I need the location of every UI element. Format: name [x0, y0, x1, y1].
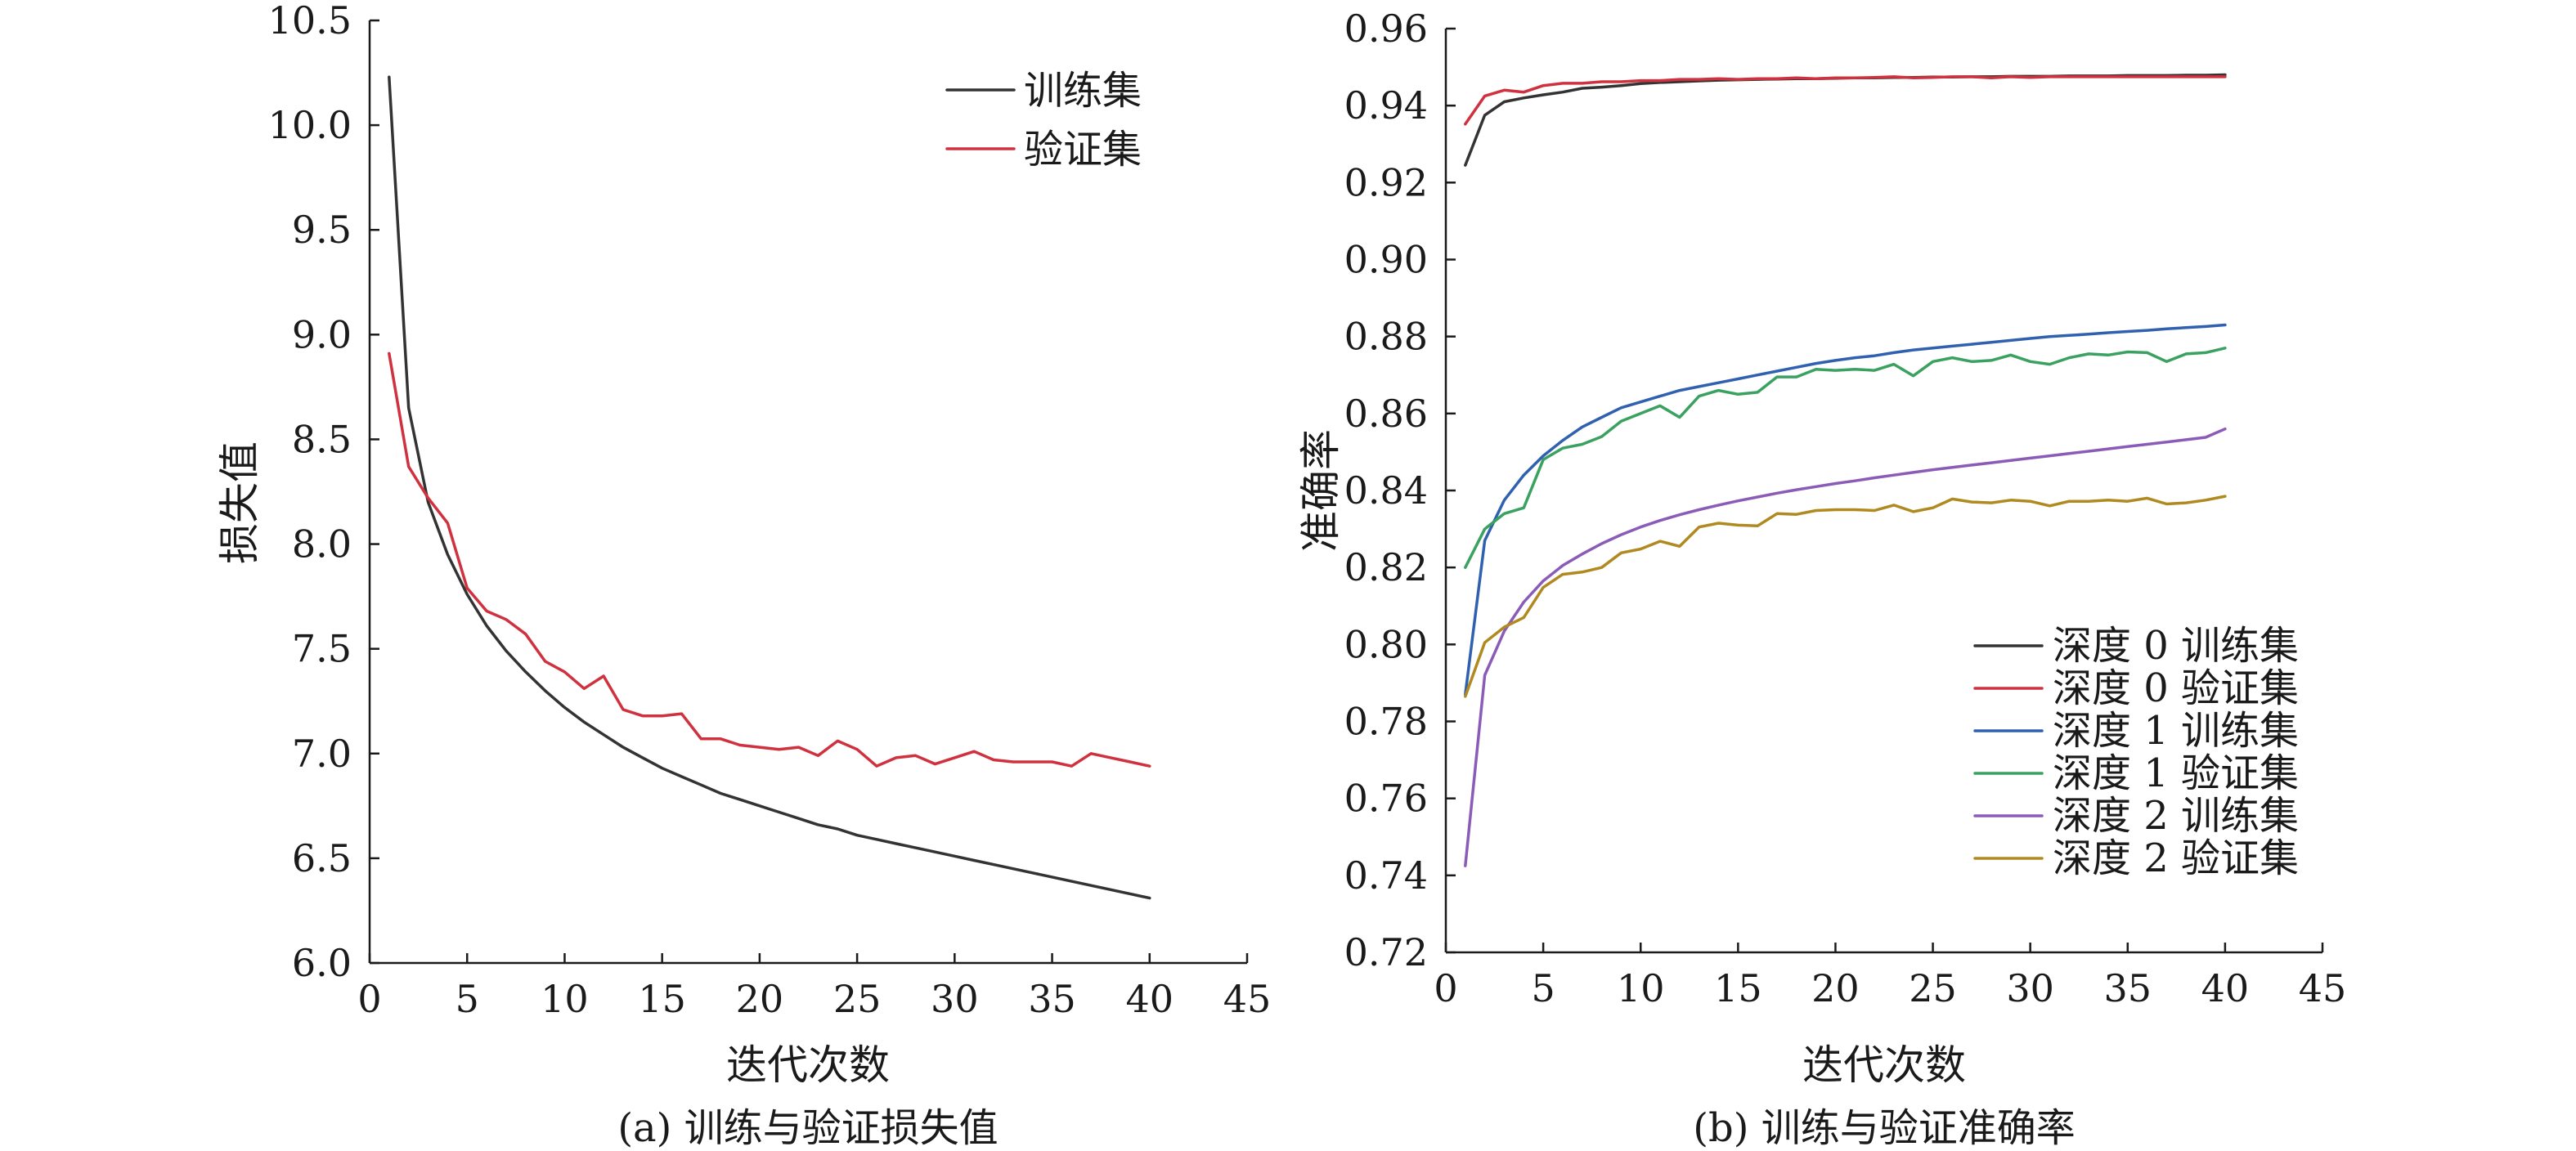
loss-x-tick-label: 15 [638, 977, 686, 1021]
accuracy-series-line-5 [1464, 495, 2227, 698]
accuracy-y-tick-label: 0.94 [1344, 83, 1428, 128]
accuracy-chart: 0 5 10 15 20 25 30 35 40 45 0.72 0.74 0.76 0.78 0.80 0.… [1297, 7, 2346, 1151]
accuracy-y-tick-label: 0.74 [1344, 853, 1428, 898]
loss-x-tick-label: 45 [1223, 977, 1272, 1021]
accuracy-y-tick-label: 0.82 [1344, 545, 1428, 589]
loss-y-tick-label: 7.0 [292, 732, 352, 776]
accuracy-x-tick-label: 40 [2201, 966, 2250, 1010]
acc-legend-label-d0-val: 深度 0 验证集 [2053, 665, 2299, 711]
loss-y-tick-label: 10.0 [268, 103, 352, 147]
accuracy-x-axis-title: 迭代次数 [1802, 1041, 1966, 1089]
loss-x-tick-label: 10 [541, 977, 589, 1021]
accuracy-series-layer [1464, 73, 2227, 867]
loss-series-line-1 [388, 352, 1151, 768]
loss-x-tick-label: 30 [931, 977, 979, 1021]
loss-caption: (a) 训练与验证损失值 [617, 1105, 998, 1151]
loss-series-layer [388, 75, 1151, 900]
accuracy-y-tick-label: 0.90 [1344, 238, 1428, 282]
accuracy-x-tick-label: 5 [1531, 966, 1555, 1010]
loss-x-tick-label: 5 [456, 977, 479, 1021]
accuracy-y-tick-label: 0.96 [1344, 7, 1428, 51]
acc-legend-label-d1-train: 深度 1 训练集 [2053, 708, 2299, 754]
loss-y-tick-label: 8.0 [292, 522, 352, 567]
accuracy-y-axis-title: 准确率 [1297, 429, 1344, 552]
accuracy-y-tick-label: 0.76 [1344, 777, 1428, 821]
accuracy-x-tick-label: 20 [1811, 966, 1860, 1010]
loss-y-tick-label: 9.0 [292, 312, 352, 356]
loss-legend-label-train: 训练集 [1024, 68, 1142, 114]
accuracy-series-line-2 [1464, 323, 2227, 696]
loss-legend-label-val: 验证集 [1024, 127, 1142, 172]
loss-y-tick-label: 10.5 [268, 0, 352, 43]
loss-y-tick-label: 9.5 [292, 208, 352, 252]
accuracy-x-tick-label: 10 [1617, 966, 1665, 1010]
loss-x-tick-label: 25 [833, 977, 882, 1021]
accuracy-series-line-1 [1464, 75, 2227, 126]
accuracy-y-tick-label: 0.80 [1344, 622, 1428, 666]
loss-axes: 0 5 10 15 20 25 30 35 40 45 6.0 6.5 7.0 7.5 8.0 8.5 9.0 9… [268, 0, 1272, 1021]
accuracy-x-tick-label: 35 [2104, 966, 2152, 1010]
accuracy-series-line-3 [1464, 347, 2227, 569]
accuracy-x-tick-label: 30 [2006, 966, 2054, 1010]
accuracy-x-tick-label: 45 [2299, 966, 2347, 1010]
loss-y-tick-label: 8.5 [292, 417, 352, 461]
acc-legend-label-d1-val: 深度 1 验证集 [2053, 750, 2299, 796]
accuracy-x-tick-label: 25 [1909, 966, 1957, 1010]
accuracy-y-tick-label: 0.72 [1344, 930, 1428, 974]
loss-chart: 0 5 10 15 20 25 30 35 40 45 6.0 6.5 7.0 7.5 8.0 8.5 9.0 9… [216, 0, 1271, 1151]
loss-x-axis-title: 迭代次数 [726, 1041, 890, 1089]
accuracy-x-tick-label: 15 [1714, 966, 1762, 1010]
accuracy-y-tick-label: 0.78 [1344, 700, 1428, 744]
loss-y-tick-label: 6.0 [292, 941, 352, 985]
accuracy-legend: 深度 0 训练集 深度 0 验证集 深度 1 训练集 深度 1 验证集 深度 2… [1973, 623, 2299, 881]
loss-series-line-0 [388, 75, 1151, 900]
loss-x-tick-label: 40 [1126, 977, 1174, 1021]
acc-legend-label-d2-val: 深度 2 验证集 [2053, 835, 2299, 881]
loss-y-tick-label: 7.5 [292, 627, 352, 671]
accuracy-y-tick-label: 0.84 [1344, 468, 1428, 513]
accuracy-series-line-0 [1464, 73, 2227, 167]
loss-x-tick-label: 35 [1028, 977, 1076, 1021]
loss-y-axis-title: 损失值 [216, 441, 263, 564]
loss-x-tick-label: 20 [736, 977, 784, 1021]
acc-legend-label-d0-train: 深度 0 训练集 [2053, 623, 2299, 669]
loss-x-tick-label: 0 [357, 977, 381, 1021]
accuracy-x-tick-label: 0 [1434, 966, 1457, 1010]
acc-legend-label-d2-train: 深度 2 训练集 [2053, 793, 2299, 839]
loss-y-tick-label: 6.5 [292, 836, 352, 880]
accuracy-series-line-4 [1464, 427, 2227, 867]
accuracy-y-tick-label: 0.92 [1344, 160, 1428, 204]
accuracy-y-tick-label: 0.86 [1344, 392, 1428, 436]
accuracy-axes: 0 5 10 15 20 25 30 35 40 45 0.72 0.74 0.76 0.78 0.80 0.… [1344, 7, 2347, 1010]
loss-legend: 训练集 验证集 [945, 68, 1142, 172]
accuracy-y-tick-label: 0.88 [1344, 315, 1428, 359]
accuracy-caption: (b) 训练与验证准确率 [1693, 1105, 2075, 1151]
